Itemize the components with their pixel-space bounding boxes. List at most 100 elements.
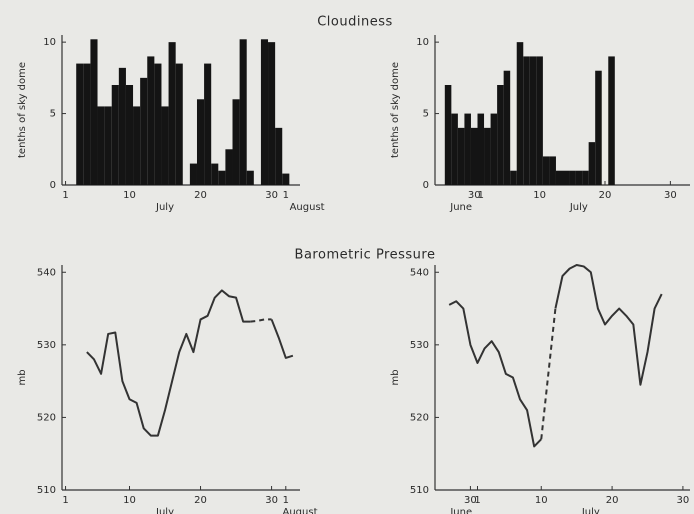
y-tick-label: 5 bbox=[50, 109, 56, 120]
bar bbox=[562, 170, 570, 185]
bar bbox=[275, 127, 283, 185]
line bbox=[86, 289, 294, 437]
x-tick-label: 20 bbox=[599, 190, 612, 201]
bar bbox=[451, 113, 458, 185]
bar bbox=[232, 99, 240, 185]
bar bbox=[536, 56, 543, 185]
y-tick-label: 10 bbox=[43, 37, 56, 48]
y-tick-label: 10 bbox=[416, 37, 429, 48]
month-label: July bbox=[581, 507, 600, 514]
y-tick-label: 530 bbox=[37, 340, 56, 351]
x-tick-label: 30 bbox=[265, 190, 278, 201]
cloudiness-title: Cloudiness bbox=[317, 15, 393, 30]
y-tick-label: 520 bbox=[410, 412, 429, 423]
line bbox=[448, 264, 663, 448]
bar bbox=[516, 42, 524, 186]
y-tick-label: 510 bbox=[37, 485, 56, 496]
bar bbox=[196, 99, 205, 185]
bar bbox=[484, 127, 491, 185]
month-label: June bbox=[449, 507, 472, 514]
month-label: July bbox=[155, 202, 174, 213]
y-tick-label: 0 bbox=[423, 180, 429, 191]
bar bbox=[204, 63, 212, 186]
month-label: July bbox=[155, 507, 174, 514]
bar bbox=[218, 170, 226, 185]
y-tick-label: 540 bbox=[37, 267, 56, 278]
bar bbox=[189, 163, 197, 185]
bar bbox=[569, 170, 576, 185]
bar bbox=[111, 85, 119, 185]
bar bbox=[588, 142, 596, 185]
x-tick-label: 1 bbox=[62, 190, 68, 201]
bar bbox=[140, 77, 148, 185]
x-tick-label: 20 bbox=[194, 495, 207, 506]
month-label: August bbox=[290, 202, 325, 213]
x-tick-label: 10 bbox=[533, 190, 546, 201]
month-label: August bbox=[283, 507, 318, 514]
dashed-line bbox=[540, 308, 557, 440]
bar bbox=[595, 70, 602, 185]
bar bbox=[490, 113, 498, 185]
x-tick-label: 20 bbox=[606, 495, 619, 506]
x-tick-label: 30 bbox=[464, 495, 477, 506]
y-tick-label: 0 bbox=[50, 180, 56, 191]
y-axis-label: mb bbox=[390, 369, 401, 385]
bar bbox=[246, 170, 254, 185]
bar bbox=[575, 170, 583, 185]
y-axis-label: tenths of sky dome bbox=[17, 62, 28, 158]
bar bbox=[147, 56, 155, 185]
dashed-line bbox=[250, 318, 272, 323]
bar bbox=[582, 170, 589, 185]
x-tick-label: 1 bbox=[478, 190, 484, 201]
x-tick-label: 30 bbox=[468, 190, 481, 201]
bar bbox=[477, 113, 485, 185]
bar bbox=[542, 156, 550, 185]
x-tick-label: 20 bbox=[194, 190, 207, 201]
bar bbox=[161, 106, 169, 185]
bar bbox=[175, 63, 183, 186]
x-tick-label: 30 bbox=[664, 190, 677, 201]
x-tick-label: 1 bbox=[474, 495, 480, 506]
pressure-title: Barometric Pressure bbox=[295, 248, 436, 263]
y-axis-label: mb bbox=[17, 369, 28, 385]
bar bbox=[90, 39, 98, 186]
bar bbox=[154, 63, 162, 186]
x-tick-label: 30 bbox=[677, 495, 690, 506]
bar bbox=[503, 70, 511, 185]
bar bbox=[555, 170, 563, 185]
bar bbox=[260, 39, 269, 186]
bar bbox=[225, 149, 233, 185]
bar bbox=[211, 163, 219, 185]
month-label: July bbox=[569, 202, 588, 213]
bar bbox=[497, 85, 504, 185]
bar bbox=[97, 106, 105, 185]
bar bbox=[464, 113, 471, 185]
bar bbox=[510, 170, 517, 185]
bar bbox=[125, 85, 134, 185]
bar bbox=[104, 106, 112, 185]
bar bbox=[133, 106, 141, 185]
month-label: June bbox=[449, 202, 472, 213]
y-tick-label: 520 bbox=[37, 412, 56, 423]
bar bbox=[168, 42, 176, 186]
bar bbox=[268, 42, 276, 186]
x-tick-label: 1 bbox=[283, 190, 289, 201]
x-tick-label: 10 bbox=[123, 190, 136, 201]
bar bbox=[523, 56, 530, 185]
bar bbox=[529, 56, 537, 185]
bar bbox=[549, 156, 556, 185]
x-tick-label: 1 bbox=[283, 495, 289, 506]
bar bbox=[608, 56, 615, 185]
bar bbox=[444, 85, 452, 185]
y-tick-label: 5 bbox=[423, 109, 429, 120]
bar bbox=[76, 63, 84, 186]
bar bbox=[470, 127, 478, 185]
bar bbox=[457, 127, 465, 185]
bar bbox=[83, 63, 91, 186]
bar bbox=[239, 39, 247, 186]
y-tick-label: 540 bbox=[410, 267, 429, 278]
x-tick-label: 10 bbox=[535, 495, 548, 506]
y-tick-label: 510 bbox=[410, 485, 429, 496]
x-tick-label: 1 bbox=[62, 495, 68, 506]
